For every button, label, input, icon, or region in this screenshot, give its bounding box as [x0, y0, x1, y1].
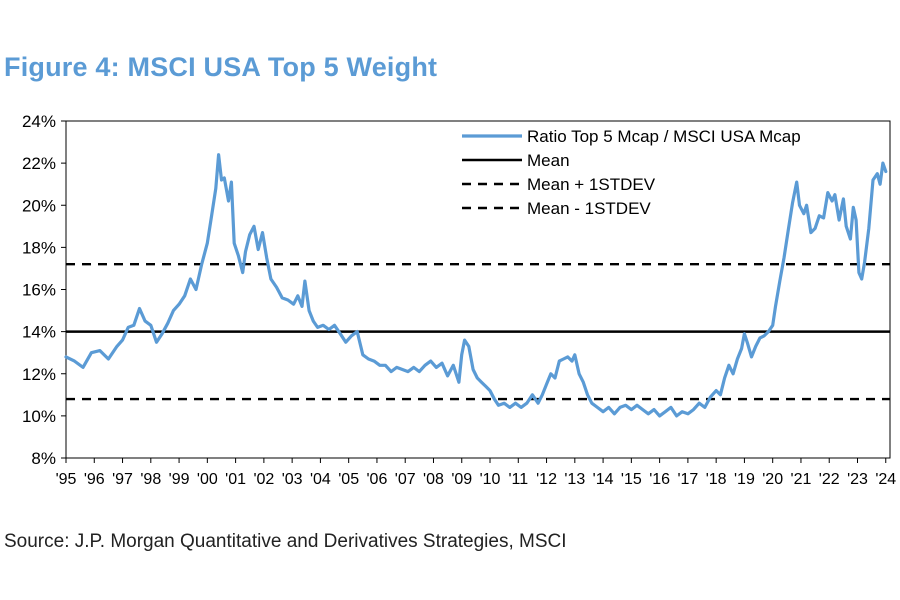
- y-tick-label: 10%: [22, 407, 56, 426]
- x-tick-label: '95: [56, 471, 77, 488]
- y-tick-label: 18%: [22, 238, 56, 257]
- source-note: Source: J.P. Morgan Quantitative and Der…: [4, 531, 567, 552]
- x-tick-label: '20: [762, 471, 783, 488]
- x-tick-label: '07: [395, 471, 416, 488]
- x-tick-label: '03: [282, 471, 303, 488]
- x-tick-label: '19: [734, 471, 755, 488]
- x-tick-label: '18: [706, 471, 727, 488]
- x-tick-label: '17: [677, 471, 698, 488]
- x-tick-label: '15: [621, 471, 642, 488]
- x-tick-label: '16: [649, 471, 670, 488]
- legend-label: Mean: [527, 151, 570, 170]
- y-tick-label: 14%: [22, 323, 56, 342]
- chart-legend: Ratio Top 5 Mcap / MSCI USA Mcap Mean Mean…: [462, 127, 801, 218]
- x-tick-label: '24: [875, 471, 896, 488]
- x-tick-label: '00: [197, 471, 218, 488]
- y-tick-label: 16%: [22, 281, 56, 300]
- legend-label: Mean + 1STDEV: [527, 175, 656, 194]
- x-tick-label: '06: [367, 471, 388, 488]
- x-tick-label: '14: [593, 471, 614, 488]
- x-tick-label: '09: [451, 471, 472, 488]
- x-tick-label: '22: [819, 471, 840, 488]
- x-tick-label: '13: [564, 471, 585, 488]
- x-tick-label: '96: [84, 471, 105, 488]
- y-tick-label: 12%: [22, 365, 56, 384]
- x-tick-label: '04: [310, 471, 331, 488]
- x-tick-label: '99: [169, 471, 190, 488]
- x-tick-label: '02: [253, 471, 274, 488]
- y-tick-label: 22%: [22, 154, 56, 173]
- legend-label: Mean - 1STDEV: [527, 199, 651, 218]
- x-tick-label: '01: [225, 471, 246, 488]
- x-tick-label: '05: [338, 471, 359, 488]
- figure-title: Figure 4: MSCI USA Top 5 Weight: [4, 52, 438, 82]
- x-tick-label: '98: [140, 471, 161, 488]
- plot-frame: [65, 120, 891, 459]
- series-layer: [64, 153, 888, 418]
- x-tick-label: '08: [423, 471, 444, 488]
- y-tick-label: 8%: [31, 449, 56, 468]
- chart-axes: 8% 10% 12% 14% 16% 18% 20% 22% 24% '95 '96 '97 '98 '9…: [22, 112, 896, 488]
- x-tick-label: '23: [847, 471, 868, 488]
- x-tick-label: '21: [791, 471, 812, 488]
- x-tick-label: '11: [508, 471, 528, 488]
- x-tick-label: '97: [112, 471, 133, 488]
- y-tick-label: 20%: [22, 196, 56, 215]
- legend-label: Ratio Top 5 Mcap / MSCI USA Mcap: [527, 127, 801, 146]
- x-tick-label: '10: [480, 471, 501, 488]
- series-line: [64, 153, 888, 418]
- reference-lines: [66, 263, 890, 401]
- x-tick-label: '12: [536, 471, 557, 488]
- y-tick-label: 24%: [22, 112, 56, 131]
